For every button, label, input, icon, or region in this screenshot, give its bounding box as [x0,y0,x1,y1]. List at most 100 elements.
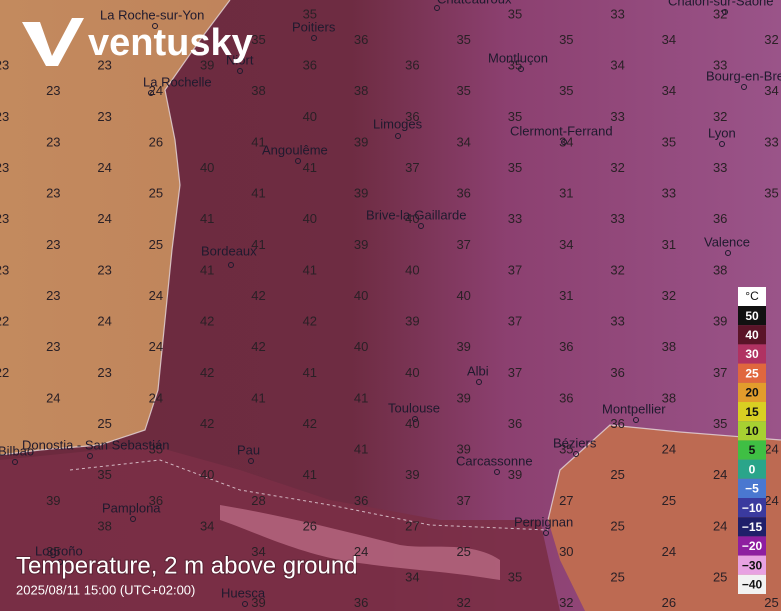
temperature-value: 36 [456,186,470,201]
temperature-value: 32 [559,595,573,610]
city-label: Carcassonne [456,453,533,468]
temperature-value: 32 [456,595,470,610]
temperature-value: 31 [559,186,573,201]
legend-swatch [738,306,766,326]
temperature-value: 40 [200,160,214,175]
temperature-value: 34 [251,544,265,559]
temperature-value: 40 [405,211,419,226]
temperature-value: 35 [456,32,470,47]
temperature-value: 38 [662,390,676,405]
city-dot [412,416,418,422]
temperature-value: 35 [508,6,522,21]
city-dot [237,68,243,74]
temperature-value: 41 [200,211,214,226]
legend-unit: °C [745,289,759,303]
temperature-value: 24 [97,314,111,329]
legend-swatch [738,402,766,422]
temperature-value: 35 [251,32,265,47]
temperature-value: 41 [303,467,317,482]
legend-label: −40 [742,578,763,592]
temperature-value: 25 [610,570,624,585]
temperature-value: 22 [0,314,9,329]
temperature-value: 37 [508,365,522,380]
city-label: Donostia - San Sebastián [22,437,169,452]
temperature-value: 24 [97,211,111,226]
temperature-value: 32 [764,32,778,47]
legend-label: 20 [745,386,759,400]
temperature-value: 25 [149,237,163,252]
city-dot [87,453,93,459]
brand: ventusky [88,22,253,64]
temperature-value: 39 [456,442,470,457]
temperature-value: 37 [713,365,727,380]
temperature-value: 39 [354,134,368,149]
temperature-value: 42 [303,416,317,431]
temperature-value: 24 [713,518,727,533]
city-label: Montpellier [602,401,666,416]
city-label: Poitiers [292,19,336,34]
temperature-value: 35 [713,416,727,431]
city-dot [148,90,154,96]
legend-swatch [738,325,766,345]
temperature-value: 36 [354,493,368,508]
temperature-value: 36 [508,416,522,431]
city-dot [494,469,500,475]
temperature-value: 32 [610,160,624,175]
layer-title: Temperature, 2 m above ground [16,552,358,579]
temperature-value: 23 [0,211,9,226]
temperature-value: 39 [456,390,470,405]
temperature-value: 33 [610,6,624,21]
city-label: Logroño [35,543,83,558]
legend-swatch [738,363,766,383]
pyrenees [220,505,500,580]
temperature-value: 25 [97,416,111,431]
temperature-value: 36 [405,109,419,124]
temperature-value: 24 [662,544,676,559]
temperature-value: 34 [662,83,676,98]
temperature-value: 23 [97,365,111,380]
temperature-value: 34 [559,237,573,252]
temperature-value: 41 [354,390,368,405]
legend-label: 10 [745,424,759,438]
temperature-value: 33 [610,314,624,329]
legend-swatch [738,517,766,537]
temperature-value: 23 [97,109,111,124]
legend-swatch [738,344,766,364]
temperature-value: 40 [405,365,419,380]
temperature-value: 24 [354,544,368,559]
legend-swatch [738,459,766,479]
temperature-value: 30 [559,544,573,559]
temperature-value: 37 [508,314,522,329]
temperature-value: 38 [354,83,368,98]
temperature-value: 35 [508,109,522,124]
city-dot [311,35,317,41]
city-dot [725,250,731,256]
temperature-value: 32 [713,6,727,21]
city-dot [295,158,301,164]
temperature-value: 27 [405,518,419,533]
temperature-value: 40 [303,211,317,226]
temperature-value: 39 [46,493,60,508]
temperature-value: 26 [662,595,676,610]
temperature-value: 35 [559,32,573,47]
temperature-value: 25 [610,518,624,533]
legend-swatch [738,498,766,518]
legend-swatch [738,421,766,441]
legend-swatch [738,555,766,575]
temperature-value: 40 [405,262,419,277]
legend-label: −5 [745,482,759,496]
temperature-value: 41 [303,262,317,277]
temperature-value: 25 [764,595,778,610]
temperature-value: 41 [251,237,265,252]
legend-swatch [738,574,766,594]
temperature-value: 41 [354,442,368,457]
temperature-value: 41 [251,186,265,201]
temperature-value: 39 [405,467,419,482]
city-dot [130,516,136,522]
temperature-value: 25 [149,186,163,201]
city-label: Angoulême [262,142,328,157]
temperature-value: 24 [149,390,163,405]
temperature-value: 39 [713,314,727,329]
temperature-value: 23 [46,83,60,98]
temperature-value: 41 [251,134,265,149]
